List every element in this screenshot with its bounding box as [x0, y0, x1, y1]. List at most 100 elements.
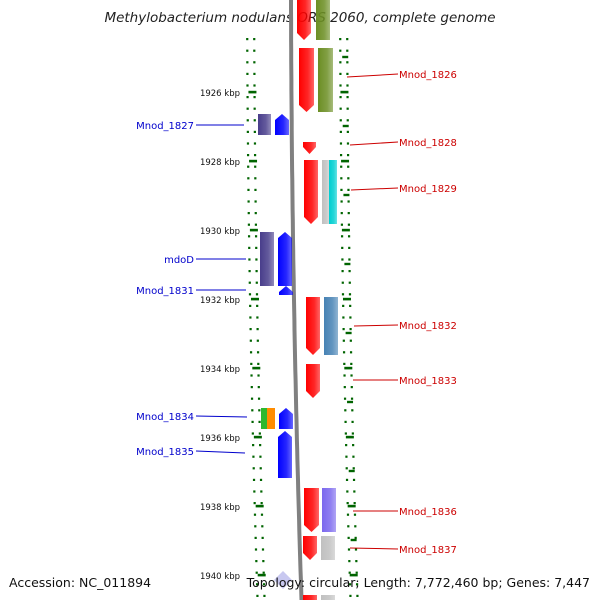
left-outer-rail-dot — [249, 351, 253, 354]
left-inner-rail-dot — [256, 316, 259, 319]
right-outer-rail-dot — [351, 409, 354, 412]
tick-label: 1940 kbp — [200, 572, 240, 582]
left-outer-rail-dot — [252, 455, 255, 458]
left-inner-rail-dot — [261, 536, 264, 539]
left-inner-rail-dot — [261, 525, 264, 528]
right-inner-rail-dot — [343, 397, 347, 400]
right-outer-rail-dot — [346, 154, 350, 157]
minor-tick-right — [344, 262, 351, 266]
leader-line-right — [350, 187, 399, 191]
leader-line-right — [349, 547, 399, 550]
right-outer-rail-dot — [353, 513, 357, 516]
left-outer-rail-dot — [249, 316, 252, 319]
right-outer-rail-dot — [349, 304, 352, 307]
left-outer-rail-dot — [246, 96, 249, 99]
left-outer-rail-dot — [246, 154, 250, 157]
left-outer-rail-dot — [246, 119, 249, 122]
left-outer-rail-dot — [247, 223, 251, 226]
left-outer-rail-dot — [248, 281, 251, 284]
left-inner-rail-dot — [258, 420, 261, 423]
right-inner-rail-dot — [342, 351, 346, 354]
major-tick-right — [344, 366, 353, 370]
left-inner-rail-dot — [253, 107, 256, 110]
left-outer-rail-dot — [252, 467, 255, 470]
right-inner-rail-dot — [342, 304, 345, 307]
minor-tick-right — [343, 193, 350, 197]
left-inner-rail-dot — [257, 362, 260, 365]
left-outer-rail-dot — [250, 386, 253, 389]
left-inner-rail-dot — [254, 188, 257, 191]
right-outer-rail-dot — [348, 246, 351, 249]
right-inner-rail-dot — [348, 560, 351, 563]
right-outer-rail-dot — [349, 316, 352, 319]
right-outer-rail-dot — [350, 374, 353, 377]
right-outer-rail-dot — [346, 38, 349, 41]
gene-mnod-1836 — [304, 488, 319, 532]
left-outer-rail-dot — [255, 583, 259, 586]
left-outer-rail-dot — [254, 536, 257, 539]
right-outer-rail-dot — [346, 84, 349, 87]
gene-label-left: Mnod_1834 — [136, 412, 194, 423]
gene-mnod-1832 — [306, 297, 320, 355]
gene-label-right: Mnod_1833 — [399, 376, 457, 387]
gene-reverse-bottom — [274, 571, 292, 589]
gene-label-right: Mnod_1832 — [399, 321, 457, 332]
right-outer-rail — [346, 38, 359, 597]
left-outer-rail-dot — [251, 409, 254, 412]
right-inner-rail-dot — [346, 513, 350, 516]
tick-label: 1932 kbp — [200, 296, 240, 306]
major-tick-right — [349, 573, 358, 577]
left-inner-rail-dot — [253, 38, 256, 41]
left-outer-rail-dot — [246, 142, 250, 145]
left-outer-rail-dot — [254, 525, 257, 528]
right-outer-rail-dot — [346, 119, 349, 122]
left-inner-rail-dot — [262, 560, 265, 563]
cds-olive-1826 — [318, 48, 333, 112]
right-inner-rail-dot — [346, 502, 349, 505]
right-inner-rail-dot — [345, 444, 348, 447]
right-outer-rail-dot — [346, 61, 349, 64]
right-inner-rail-dot — [343, 362, 346, 365]
left-outer-rail-dot — [252, 444, 255, 447]
left-inner-rail-dot — [255, 258, 258, 261]
left-inner-rail-dot — [255, 270, 258, 273]
right-inner-rail-dot — [339, 84, 342, 87]
right-inner-rail-dot — [340, 212, 343, 215]
genome-backbone — [289, 0, 304, 600]
gene-forward-top — [297, 0, 311, 40]
right-outer-rail-dot — [347, 235, 351, 238]
tick-label: 1936 kbp — [200, 434, 240, 444]
left-inner-rail-dot — [257, 397, 261, 400]
cds-orange-1834 — [267, 408, 275, 429]
right-outer-rail-dot — [346, 96, 349, 99]
right-inner-rail-dot — [340, 177, 343, 180]
minor-tick-right — [350, 538, 357, 542]
major-tick-right — [342, 297, 351, 301]
gene-forward-bottom — [303, 595, 317, 600]
left-outer-rail — [246, 38, 259, 597]
right-inner-rail-dot — [339, 142, 343, 145]
left-outer-rail-dot — [256, 594, 259, 597]
minor-tick-right — [342, 124, 349, 128]
right-outer-rail-dot — [354, 525, 357, 528]
leader-line-right — [349, 141, 399, 146]
right-outer-rail-dot — [346, 49, 349, 52]
right-outer-rail-dot — [349, 351, 353, 354]
right-outer-rail-dot — [349, 328, 352, 331]
left-outer-rail-dot — [246, 49, 249, 52]
leader-line-right — [346, 73, 399, 78]
gene-mnod-1831 — [279, 286, 293, 295]
cds-slate-1836 — [322, 488, 336, 532]
left-outer-rail-dot — [250, 397, 254, 400]
right-outer-rail-dot — [346, 72, 349, 75]
gene-label-left: Mnod_1831 — [136, 286, 194, 297]
left-inner-rail-dot — [253, 61, 256, 64]
tick-label: 1938 kbp — [200, 503, 240, 513]
major-tick-left — [252, 366, 261, 370]
left-outer-rail-dot — [247, 235, 251, 238]
right-outer-rail-dot — [347, 212, 350, 215]
right-inner-rail-dot — [339, 119, 342, 122]
major-tick-left — [249, 228, 258, 232]
left-inner-rail-dot — [260, 490, 263, 493]
left-outer-rail-dot — [252, 478, 256, 481]
